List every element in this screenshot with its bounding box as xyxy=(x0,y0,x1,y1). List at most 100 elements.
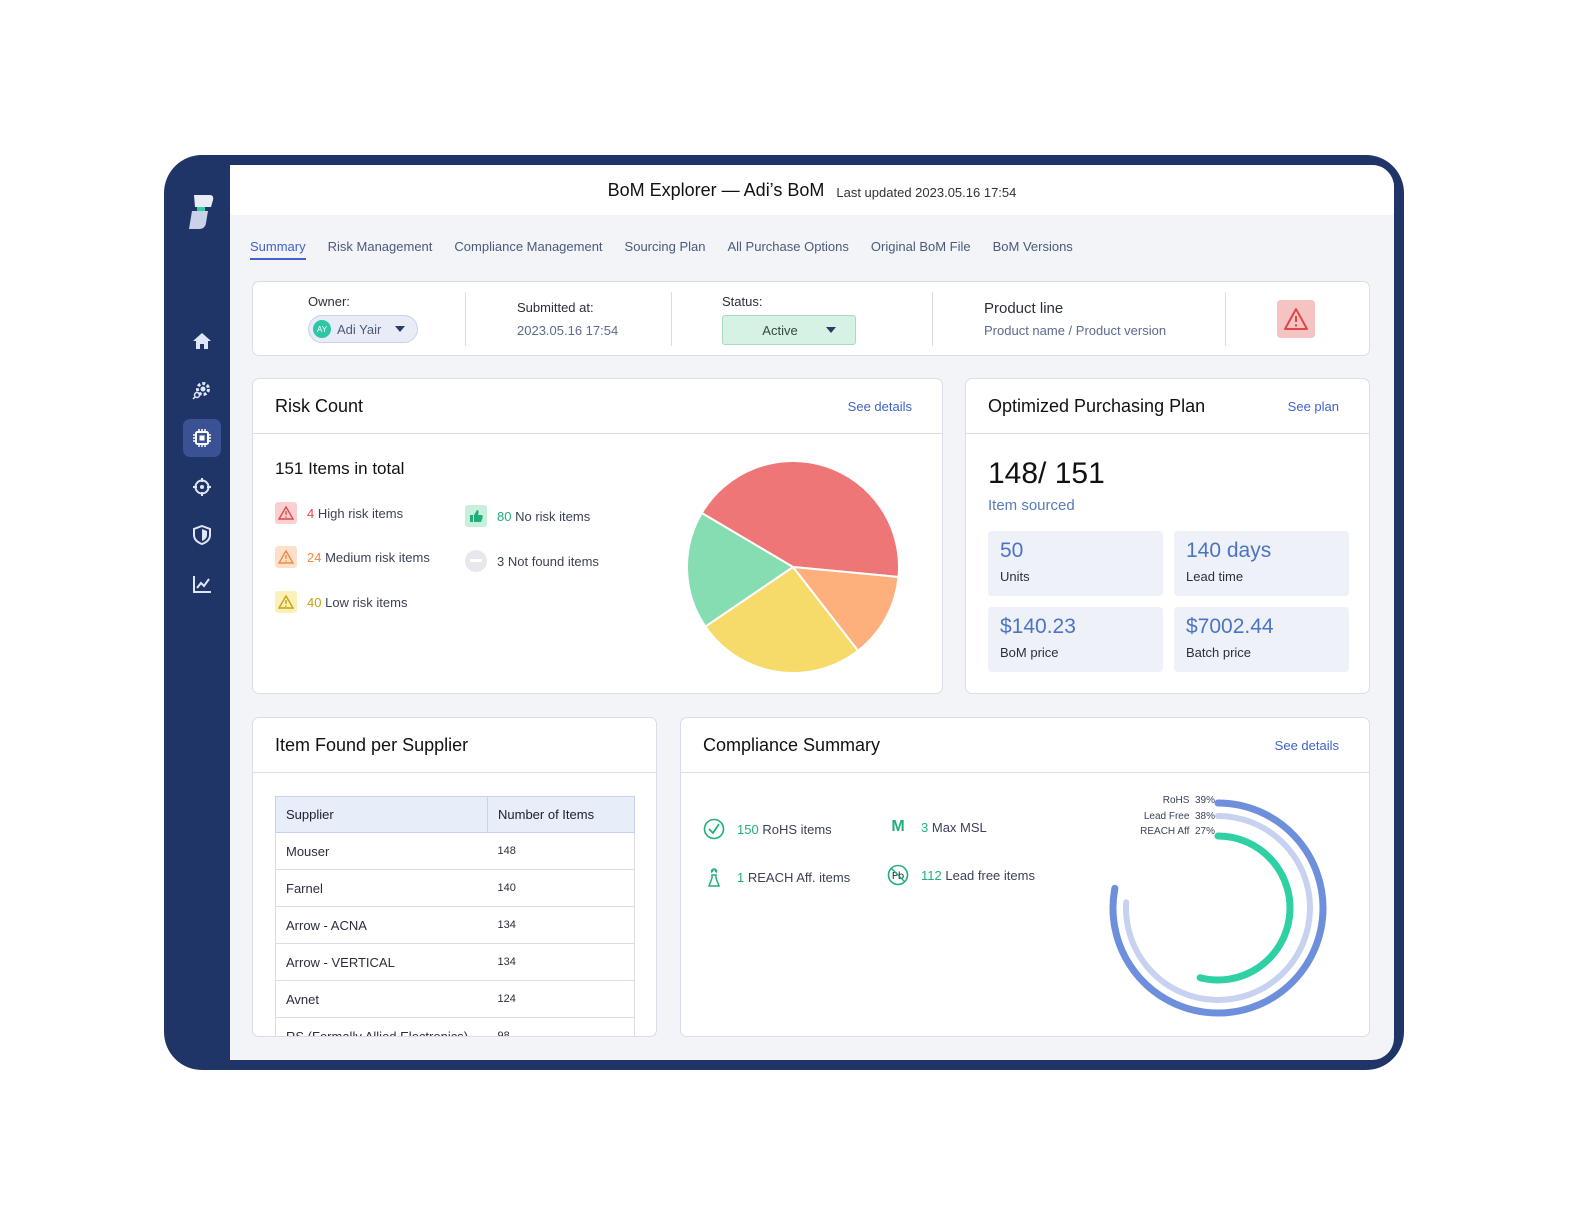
item-count: 140 xyxy=(487,869,635,907)
card-title: Risk Count xyxy=(275,395,364,416)
lead-free-item[interactable]: Pb 112 Lead free items xyxy=(887,864,1035,886)
tab-sourcing-plan[interactable]: Sourcing Plan xyxy=(624,239,706,254)
risk-total: 151 Items in total xyxy=(275,459,405,478)
lead-time-label: Lead time xyxy=(1186,569,1244,584)
alert-button[interactable] xyxy=(1277,300,1315,338)
status-section: Status: Active xyxy=(722,294,856,369)
supplier-name: Arrow - ACNA xyxy=(275,906,488,944)
table-row[interactable]: Arrow - ACNA 134 xyxy=(275,906,635,944)
lead-free-count: 112 xyxy=(921,867,942,883)
thumbs-up-icon xyxy=(465,505,487,527)
table-row[interactable]: RS (Formally Allied Electronics) 98 xyxy=(275,1017,635,1036)
product-line-section: Product line Product name / Product vers… xyxy=(984,300,1166,375)
low-risk-item[interactable]: 40 Low risk items xyxy=(275,591,407,613)
table-row[interactable]: Avnet 124 xyxy=(275,980,635,1018)
column-header-supplier[interactable]: Supplier xyxy=(275,796,488,833)
bom-info-bar: Owner: AY Adi Yair Submitted at: 2023.05… xyxy=(252,281,1370,356)
nav-settings-search[interactable] xyxy=(183,371,221,409)
owner-label: Owner: xyxy=(308,294,350,309)
sidebar xyxy=(164,155,230,1070)
warning-icon xyxy=(1284,308,1308,330)
medium-risk-item[interactable]: 24 Medium risk items xyxy=(275,546,430,568)
supplier-table: Supplier Number of Items Mouser 148 Farne… xyxy=(275,796,635,1036)
tab-compliance-management[interactable]: Compliance Management xyxy=(454,239,603,254)
product-line-label: Product line xyxy=(984,300,1064,317)
see-details-link[interactable]: See details xyxy=(847,398,912,414)
high-risk-item[interactable]: 4 High risk items xyxy=(275,502,403,524)
lead-time-tile: 140 days Lead time xyxy=(1174,531,1349,596)
nav-chart[interactable] xyxy=(183,565,221,603)
lead-free-label: Lead free items xyxy=(945,867,1035,883)
card-header: Optimized Purchasing Plan See plan xyxy=(966,379,1369,434)
submitted-section: Submitted at: 2023.05.16 17:54 xyxy=(517,300,618,375)
rohs-item[interactable]: 150 RoHS items xyxy=(703,818,832,840)
supplier-name: Farnel xyxy=(275,869,488,907)
compliance-ring-chart xyxy=(1109,799,1327,1017)
table-row[interactable]: Farnel 140 xyxy=(275,869,635,907)
pie-slice xyxy=(686,511,795,628)
low-risk-warning-icon xyxy=(275,591,297,613)
card-title: Compliance Summary xyxy=(703,734,881,755)
card-header: Risk Count See details xyxy=(253,379,942,434)
no-risk-label: No risk items xyxy=(515,508,591,524)
msl-item[interactable]: M 3 Max MSL xyxy=(887,818,987,836)
msl-label: Max MSL xyxy=(931,819,987,835)
owner-dropdown[interactable]: AY Adi Yair xyxy=(308,315,419,343)
nav-home[interactable] xyxy=(183,322,221,360)
ring-arc xyxy=(1109,799,1327,1017)
submitted-value: 2023.05.16 17:54 xyxy=(517,323,619,338)
nav-shield[interactable] xyxy=(183,516,221,554)
tab-all-purchase-options[interactable]: All Purchase Options xyxy=(727,239,849,254)
not-found-label: Not found items xyxy=(507,553,599,569)
supplier-name: Arrow - VERTICAL xyxy=(275,943,488,981)
tab-original-bom-file[interactable]: Original BoM File xyxy=(870,239,971,254)
device-frame: BoM Explorer — Adi’s BoM Last updated 20… xyxy=(164,155,1404,1070)
batch-price-tile: $7002.44 Batch price xyxy=(1174,607,1349,672)
owner-name: Adi Yair xyxy=(337,321,382,337)
no-risk-item[interactable]: 80 No risk items xyxy=(465,505,590,527)
sourced-ratio: 148/ 151 xyxy=(988,457,1105,490)
not-found-item[interactable]: 3 Not found items xyxy=(465,550,599,572)
units-tile: 50 Units xyxy=(988,531,1163,596)
rohs-label: RoHS items xyxy=(762,821,832,837)
column-header-items[interactable]: Number of Items xyxy=(487,796,635,833)
ring-label-rohs: RoHS 39% xyxy=(1162,795,1215,806)
status-dropdown[interactable]: Active xyxy=(722,315,856,345)
units-label: Units xyxy=(1000,569,1030,584)
ring-label-lead-free: Lead Free 38% xyxy=(1143,811,1215,822)
divider xyxy=(465,292,466,346)
see-details-link[interactable]: See details xyxy=(1274,737,1339,753)
svg-text:Pb: Pb xyxy=(892,871,904,882)
tab-summary[interactable]: Summary xyxy=(250,239,306,260)
chip-icon xyxy=(193,429,211,447)
nav-chip[interactable] xyxy=(183,419,221,457)
table-row[interactable]: Arrow - VERTICAL 134 xyxy=(275,943,635,981)
high-risk-label: High risk items xyxy=(317,505,404,521)
main-screen: BoM Explorer — Adi’s BoM Last updated 20… xyxy=(230,165,1394,1060)
shield-icon xyxy=(193,525,211,545)
supplier-name: Avnet xyxy=(275,980,488,1018)
status-label: Status: xyxy=(722,294,763,309)
see-plan-link[interactable]: See plan xyxy=(1287,398,1339,414)
card-header: Compliance Summary See details xyxy=(681,718,1369,773)
low-risk-label: Low risk items xyxy=(325,594,408,610)
submitted-label: Submitted at: xyxy=(517,300,594,315)
nav-target[interactable] xyxy=(183,468,221,506)
supplier-name: Mouser xyxy=(275,832,488,870)
high-risk-warning-icon xyxy=(275,502,297,524)
high-risk-count: 4 xyxy=(307,505,315,521)
reach-item[interactable]: 1 REACH Aff. items xyxy=(703,866,850,888)
chevron-down-icon xyxy=(825,327,836,333)
item-count: 148 xyxy=(487,832,635,870)
tab-risk-management[interactable]: Risk Management xyxy=(327,239,433,254)
reach-label: REACH Aff. items xyxy=(747,869,851,885)
settings-search-icon xyxy=(192,382,210,400)
not-found-count: 3 xyxy=(497,553,505,569)
pie-slice xyxy=(700,460,900,579)
msl-count: 3 xyxy=(921,819,929,835)
flask-plant-icon xyxy=(707,868,721,887)
table-row[interactable]: Mouser 148 xyxy=(275,832,635,870)
tab-bom-versions[interactable]: BoM Versions xyxy=(992,239,1073,254)
item-count: 134 xyxy=(487,906,635,944)
batch-price-label: Batch price xyxy=(1186,645,1252,660)
